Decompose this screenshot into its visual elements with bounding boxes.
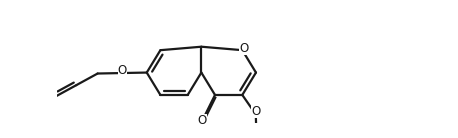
Text: O: O (197, 114, 207, 127)
Text: O: O (118, 64, 127, 77)
Text: O: O (239, 42, 248, 55)
Text: O: O (251, 105, 261, 118)
